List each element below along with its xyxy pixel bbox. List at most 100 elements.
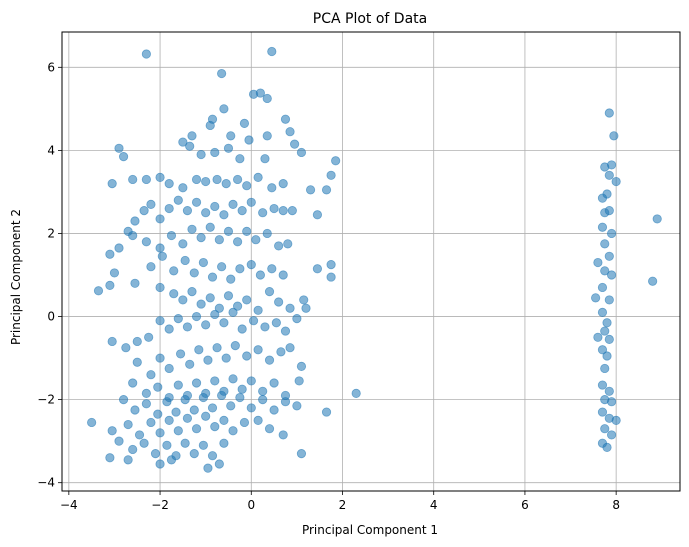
scatter-point — [198, 440, 208, 450]
x-tick-label: −4 — [60, 498, 78, 512]
scatter-point — [203, 355, 213, 365]
scatter-point — [107, 426, 117, 436]
scatter-point — [280, 326, 291, 336]
scatter-point — [221, 179, 231, 189]
scatter-point — [128, 444, 138, 455]
scatter-point — [604, 206, 614, 216]
scatter-point — [144, 332, 154, 342]
chart-title: PCA Plot of Data — [313, 11, 427, 27]
scatter-point — [235, 392, 245, 403]
scatter-point — [153, 382, 163, 392]
scatter-point — [178, 183, 188, 193]
scatter-point — [180, 438, 190, 448]
scatter-point — [162, 440, 172, 450]
scatter-point — [597, 345, 608, 355]
scatter-point — [191, 174, 202, 185]
scatter-point — [604, 251, 614, 261]
scatter-point — [219, 318, 229, 328]
scatter-point — [164, 415, 174, 425]
scatter-point — [205, 120, 215, 131]
scatter-point — [146, 199, 156, 209]
scatter-point — [128, 378, 138, 388]
scatter-point — [248, 316, 259, 326]
scatter-point — [128, 174, 138, 185]
scatter-point — [600, 326, 610, 336]
scatter-point — [597, 380, 608, 390]
scatter-point — [157, 251, 167, 261]
scatter-point — [185, 141, 195, 151]
scatter-point — [312, 210, 323, 220]
scatter-point — [296, 361, 307, 371]
scatter-point — [169, 289, 179, 299]
scatter-point — [326, 272, 336, 282]
scatter-point — [237, 324, 247, 334]
scatter-point — [235, 264, 245, 274]
scatter-point — [264, 355, 275, 365]
scatter-point — [155, 172, 165, 182]
scatter-point — [604, 170, 614, 180]
scatter-point — [269, 405, 279, 415]
scatter-point — [258, 208, 268, 218]
scatter-point — [606, 228, 617, 239]
scatter-point — [123, 455, 133, 465]
scatter-point — [178, 295, 188, 305]
scatter-point — [173, 314, 183, 324]
scatter-point — [155, 243, 165, 253]
scatter-point — [242, 181, 252, 191]
scatter-point — [93, 286, 104, 296]
scatter-point — [301, 303, 311, 313]
scatter-point — [228, 426, 238, 436]
scatter-point — [292, 401, 302, 411]
scatter-point — [269, 203, 279, 214]
scatter-point — [246, 260, 256, 270]
scatter-point — [191, 378, 202, 388]
scatter-point — [305, 185, 316, 195]
scatter-point — [602, 351, 612, 361]
scatter-point — [219, 210, 229, 220]
scatter-point — [264, 424, 275, 434]
y-axis-label: Principal Component 2 — [9, 209, 23, 345]
scatter-point — [326, 260, 336, 270]
scatter-point — [219, 104, 229, 114]
scatter-point — [198, 392, 208, 403]
scatter-point — [226, 131, 236, 141]
scatter-point — [196, 233, 206, 243]
scatter-point — [271, 318, 281, 328]
scatter-point — [153, 409, 163, 419]
y-tick-label: 2 — [47, 226, 55, 240]
scatter-point — [242, 226, 252, 236]
grid-lines — [62, 32, 680, 491]
scatter-point — [262, 228, 272, 239]
scatter-point — [132, 357, 142, 367]
scatter-point — [312, 264, 323, 274]
scatter-point — [278, 430, 288, 440]
scatter-point — [164, 179, 174, 189]
scatter-point — [187, 224, 197, 234]
scatter-point — [351, 388, 361, 398]
scatter-point — [593, 332, 603, 342]
scatter-point — [189, 268, 199, 278]
scatter-point — [255, 270, 265, 280]
scatter-point — [280, 397, 291, 407]
scatter-point — [609, 131, 619, 141]
scatter-point — [141, 49, 151, 59]
scatter-point — [180, 255, 190, 266]
scatter-point — [253, 345, 263, 355]
scatter-point — [121, 343, 131, 353]
scatter-point — [267, 46, 277, 57]
scatter-point — [600, 239, 610, 249]
plot-frame — [61, 31, 681, 492]
scatter-point — [606, 397, 617, 407]
scatter-point — [146, 262, 156, 272]
scatter-point — [321, 185, 332, 195]
scatter-point — [214, 459, 224, 469]
scatter-point — [221, 353, 231, 363]
scatter-point — [602, 318, 612, 328]
scatter-point — [299, 295, 309, 305]
scatter-point — [139, 438, 149, 448]
scatter-point — [280, 114, 291, 124]
scatter-point — [226, 401, 236, 411]
scatter-point — [178, 137, 188, 147]
scatter-point — [114, 143, 124, 153]
scatter-point — [593, 257, 603, 268]
